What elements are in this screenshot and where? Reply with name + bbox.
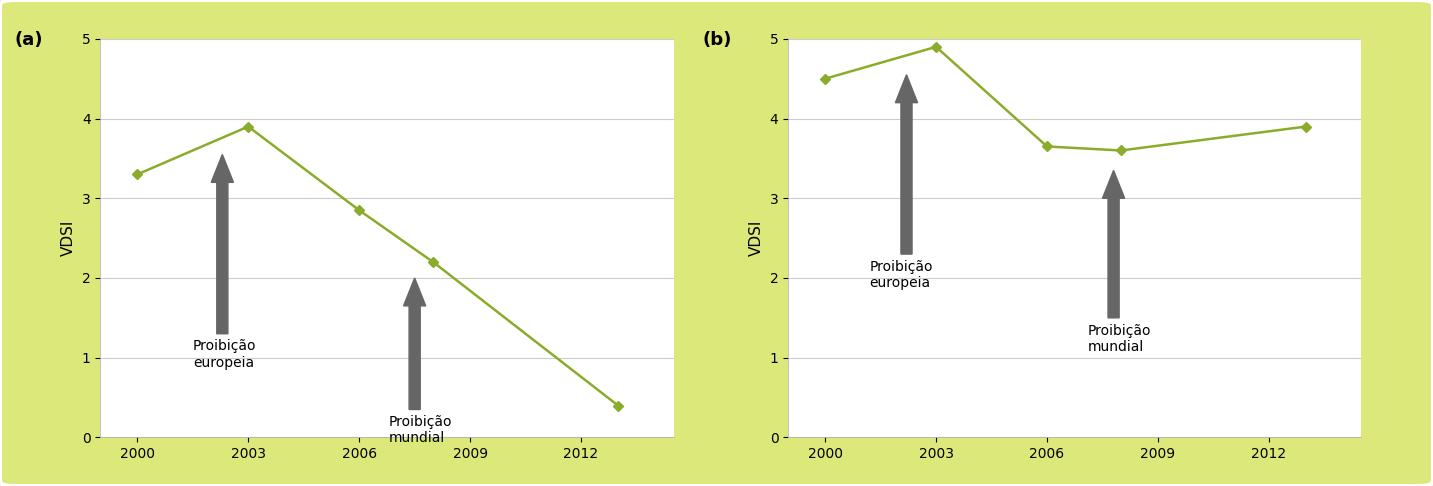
- Y-axis label: VDSI: VDSI: [749, 220, 764, 256]
- Text: Proibição
europeia: Proibição europeia: [193, 339, 257, 370]
- FancyArrow shape: [1102, 171, 1125, 318]
- Text: Proibição
europeia: Proibição europeia: [870, 260, 933, 290]
- Text: (a): (a): [14, 31, 43, 49]
- Text: (b): (b): [702, 31, 731, 49]
- Text: Proibição
mundial: Proibição mundial: [388, 415, 453, 445]
- Text: Proibição
mundial: Proibição mundial: [1088, 324, 1151, 354]
- FancyArrow shape: [896, 75, 917, 254]
- FancyArrow shape: [211, 155, 234, 334]
- Y-axis label: VDSI: VDSI: [62, 220, 76, 256]
- FancyArrow shape: [404, 278, 426, 410]
